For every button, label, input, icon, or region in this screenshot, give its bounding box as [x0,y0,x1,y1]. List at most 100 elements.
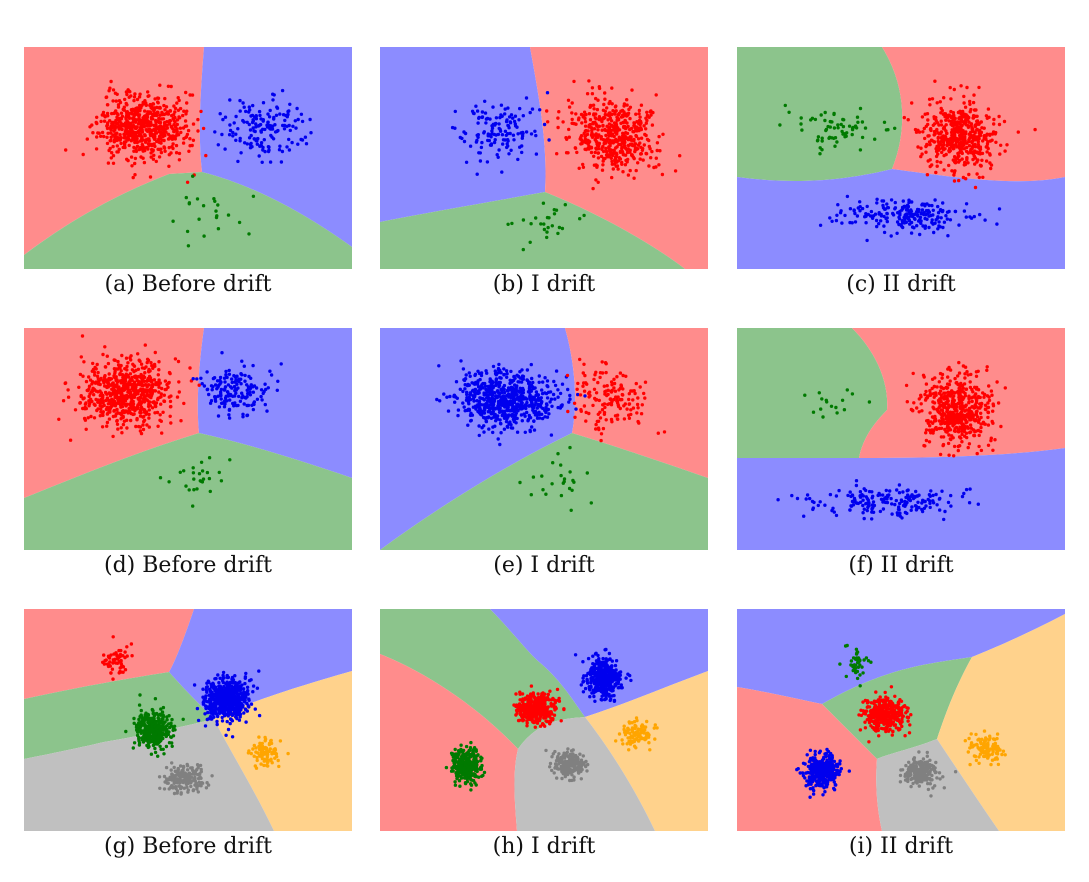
data-point [483,384,488,388]
data-point [541,201,546,205]
data-point [112,408,117,413]
data-point [936,211,941,215]
data-point [243,373,247,378]
data-point [974,370,979,374]
data-point [556,452,560,456]
data-point [142,419,146,424]
data-point [539,405,543,409]
data-point [971,143,976,147]
data-point [484,117,489,121]
data-point [986,401,990,405]
data-point [831,506,835,510]
data-point [119,126,123,131]
data-point [158,140,162,145]
data-point [976,142,981,147]
data-point [435,397,439,402]
data-point [507,126,511,130]
data-point [287,109,291,113]
data-point [945,396,949,400]
data-point [968,430,972,435]
data-point [73,408,78,412]
data-point [474,104,478,108]
data-point [98,401,103,406]
data-point [627,397,631,402]
data-point [599,154,604,159]
data-point [108,146,112,151]
data-point [61,399,66,403]
data-point [988,139,993,143]
data-point [800,128,804,132]
data-point [506,408,510,413]
data-point [168,119,172,123]
data-point [188,137,192,141]
data-point [604,146,608,151]
data-point [106,361,111,366]
data-point [132,412,136,416]
data-point [962,135,966,139]
data-point [588,118,593,122]
data-point [159,402,163,406]
data-point [442,392,446,396]
data-point [583,147,587,151]
data-point [157,360,161,364]
data-point [940,376,944,380]
data-point [949,504,953,508]
data-point [149,395,153,400]
data-point [261,119,265,123]
data-point [202,234,206,238]
data-point [81,374,85,378]
data-point [161,410,165,414]
data-point [858,490,863,494]
data-point [207,476,212,481]
data-point [131,362,135,366]
data-point [591,186,595,191]
data-point [963,372,967,376]
data-point [64,148,68,152]
data-point [532,419,536,423]
data-point [957,360,961,365]
data-point [932,395,936,399]
data-point [585,92,590,96]
data-point [103,390,108,395]
data-point [953,120,957,124]
data-point [507,413,512,417]
data-point [101,396,105,400]
data-point [128,372,133,376]
data-point [528,240,532,244]
data-point [956,448,960,453]
data-point [952,414,957,418]
data-point [89,390,94,394]
data-point [142,118,146,123]
data-point [475,172,479,176]
data-point [950,399,955,403]
data-point [946,500,951,505]
data-point [957,154,961,158]
data-point [129,396,134,401]
data-point [510,403,514,408]
data-point [879,497,884,501]
data-point [506,144,510,148]
data-point [591,403,595,408]
data-point [678,154,682,158]
data-point [561,120,565,124]
data-point [567,135,571,139]
data-point [573,415,577,419]
data-point [973,162,977,166]
data-point [598,416,603,420]
data-point [619,138,623,142]
data-point [813,117,818,122]
data-point [643,132,647,137]
data-point [985,368,989,372]
data-point [493,424,497,428]
data-point [235,374,239,378]
data-point [143,343,147,347]
data-point [835,213,839,217]
data-point [500,170,504,174]
data-point [939,435,944,439]
data-point [968,136,972,140]
data-point [587,411,591,416]
data-point [106,398,111,402]
data-point [146,147,150,151]
data-point [901,490,905,494]
data-point [569,508,573,512]
